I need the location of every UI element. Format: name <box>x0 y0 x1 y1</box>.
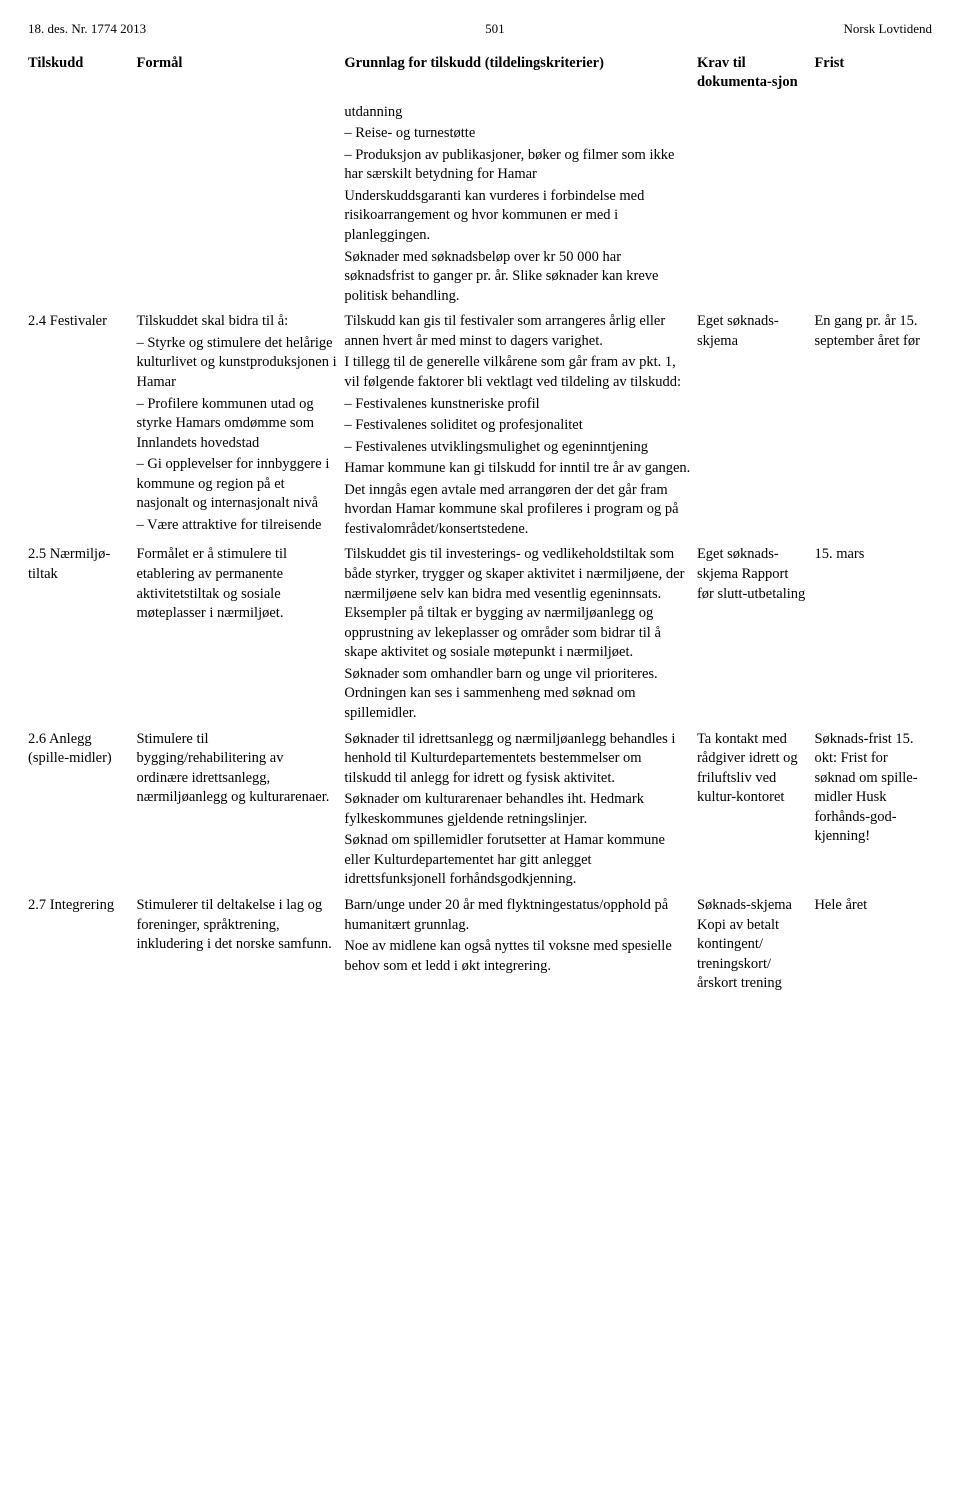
grunnlag-line: – Festivalenes kunstneriske profil <box>344 395 691 415</box>
grunnlag-line: Tilskudd kan gis til festivaler som arra… <box>344 312 691 351</box>
prelude-line: – Produksjon av publikasjoner, bøker og … <box>344 146 691 185</box>
cell-frist: Søknads-frist 15. okt: Frist for søknad … <box>814 728 932 895</box>
tilskudd-table: Tilskudd Formål Grunnlag for tilskudd (t… <box>28 52 932 996</box>
prelude-line: – Reise- og turnestøtte <box>344 124 691 144</box>
cell-frist: 15. mars <box>814 543 932 727</box>
formal-line: Tilskuddet skal bidra til å: <box>136 312 338 332</box>
cell-krav: Eget søknads-skjema Rapport før slutt-ut… <box>697 543 815 727</box>
grunnlag-line: Barn/unge under 20 år med flyktningestat… <box>344 896 691 935</box>
cell-formal: Stimulere til bygging/rehabilitering av … <box>136 728 344 895</box>
prelude-line: Underskuddsgaranti kan vurderes i forbin… <box>344 187 691 246</box>
cell-krav: Søknads-skjema Kopi av betalt kontingent… <box>697 894 815 996</box>
col-frist: Frist <box>814 52 932 101</box>
grunnlag-line: I tillegg til de generelle vilkårene som… <box>344 353 691 392</box>
cell-formal: Stimulerer til deltakelse i lag og foren… <box>136 894 344 996</box>
cell-formal: Tilskuddet skal bidra til å: – Styrke og… <box>136 310 344 543</box>
formal-line: – Profilere kommunen utad og styrke Hama… <box>136 395 338 454</box>
grunnlag-line: – Festivalenes soliditet og profesjonali… <box>344 416 691 436</box>
grunnlag-line: Søknader om kulturarenaer behandles iht.… <box>344 790 691 829</box>
cell-tilskudd: 2.5 Nærmiljø-tiltak <box>28 543 136 727</box>
page-header: 18. des. Nr. 1774 2013 501 Norsk Lovtide… <box>28 20 932 38</box>
cell-tilskudd: 2.6 Anlegg (spille-midler) <box>28 728 136 895</box>
cell-tilskudd: 2.4 Festivaler <box>28 310 136 543</box>
table-row: 2.4 Festivaler Tilskuddet skal bidra til… <box>28 310 932 543</box>
header-left: 18. des. Nr. 1774 2013 <box>28 20 146 38</box>
col-grunnlag: Grunnlag for tilskudd (tildelingskriteri… <box>344 52 697 101</box>
formal-line: – Være attraktive for tilreisende <box>136 516 338 536</box>
cell-grunnlag: Tilskuddet gis til investerings- og vedl… <box>344 543 697 727</box>
table-header-row: Tilskudd Formål Grunnlag for tilskudd (t… <box>28 52 932 101</box>
cell-frist: Hele året <box>814 894 932 996</box>
table-row: 2.5 Nærmiljø-tiltak Formålet er å stimul… <box>28 543 932 727</box>
cell-formal: Formålet er å stimulere til etablering a… <box>136 543 344 727</box>
formal-line: – Gi opplevelser for innbyggere i kommun… <box>136 455 338 514</box>
cell-grunnlag: Søknader til idrettsanlegg og nærmiljøan… <box>344 728 697 895</box>
grunnlag-line: Søknader som omhandler barn og unge vil … <box>344 665 691 724</box>
prelude-line: utdanning <box>344 103 691 123</box>
grunnlag-line: Det inngås egen avtale med arrangøren de… <box>344 481 691 540</box>
formal-line: Stimulerer til deltakelse i lag og foren… <box>136 896 338 955</box>
grunnlag-line: Søknad om spillemidler forutsetter at Ha… <box>344 831 691 890</box>
cell-grunnlag: Barn/unge under 20 år med flyktningestat… <box>344 894 697 996</box>
prelude-cell: utdanning – Reise- og turnestøtte – Prod… <box>344 101 697 311</box>
grunnlag-line: Hamar kommune kan gi tilskudd for inntil… <box>344 459 691 479</box>
cell-krav: Ta kontakt med rådgiver idrett og friluf… <box>697 728 815 895</box>
formal-line: Formålet er å stimulere til etablering a… <box>136 545 338 623</box>
formal-line: – Styrke og stimulere det helårige kultu… <box>136 334 338 393</box>
table-row-prelude: utdanning – Reise- og turnestøtte – Prod… <box>28 101 932 311</box>
cell-krav: Eget søknads-skjema <box>697 310 815 543</box>
grunnlag-line: – Festivalenes utviklingsmulighet og ege… <box>344 438 691 458</box>
table-row: 2.7 Integrering Stimulerer til deltakels… <box>28 894 932 996</box>
header-center: 501 <box>146 20 843 38</box>
header-right: Norsk Lovtidend <box>844 20 932 38</box>
cell-tilskudd: 2.7 Integrering <box>28 894 136 996</box>
grunnlag-line: Søknader til idrettsanlegg og nærmiljøan… <box>344 730 691 789</box>
formal-line: Stimulere til bygging/rehabilitering av … <box>136 730 338 808</box>
grunnlag-line: Tilskuddet gis til investerings- og vedl… <box>344 545 691 662</box>
col-tilskudd: Tilskudd <box>28 52 136 101</box>
col-krav: Krav til dokumenta-sjon <box>697 52 815 101</box>
cell-frist: En gang pr. år 15. september året før <box>814 310 932 543</box>
grunnlag-line: Noe av midlene kan også nyttes til voksn… <box>344 937 691 976</box>
prelude-line: Søknader med søknadsbeløp over kr 50 000… <box>344 248 691 307</box>
col-formal: Formål <box>136 52 344 101</box>
cell-grunnlag: Tilskudd kan gis til festivaler som arra… <box>344 310 697 543</box>
table-row: 2.6 Anlegg (spille-midler) Stimulere til… <box>28 728 932 895</box>
